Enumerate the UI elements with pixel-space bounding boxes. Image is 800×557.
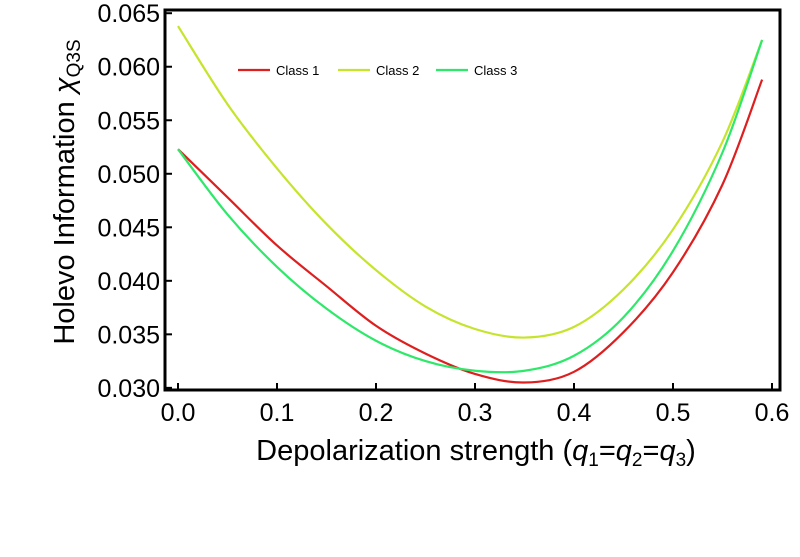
x-tick-label: 0.1 xyxy=(260,399,295,427)
legend: Class 1 Class 2 Class 3 xyxy=(238,63,517,78)
y-tick-label: 0.065 xyxy=(97,0,160,28)
series-line-class-1 xyxy=(177,79,764,384)
series-line-class-2 xyxy=(177,25,764,339)
x-axis-title: Depolarization strength (q1=q2=q3) xyxy=(256,435,696,471)
tick-group: 0.0 0.1 0.2 0.3 0.4 0.5 0.6 0.030 0.035 0.040 0.04… xyxy=(97,0,789,427)
x-tick-label: 0.5 xyxy=(656,399,691,427)
y-tick-label: 0.050 xyxy=(97,161,160,189)
y-tick-label: 0.045 xyxy=(97,214,160,242)
plot-lines xyxy=(177,25,764,384)
x-tick-label: 0.4 xyxy=(557,399,592,427)
x-tick-label: 0.2 xyxy=(359,399,394,427)
y-tick-label: 0.035 xyxy=(97,321,160,349)
y-tick-label: 0.040 xyxy=(97,268,160,296)
legend-label: Class 1 xyxy=(276,63,319,78)
plot-frame xyxy=(163,8,782,392)
y-tick-label: 0.060 xyxy=(97,54,160,82)
legend-label: Class 3 xyxy=(474,63,517,78)
y-axis-title: Holevo Information χQ3S xyxy=(49,39,85,344)
y-tick-label: 0.030 xyxy=(97,375,160,403)
x-tick-label: 0.3 xyxy=(458,399,493,427)
y-tick-label: 0.055 xyxy=(97,107,160,135)
legend-label: Class 2 xyxy=(376,63,419,78)
x-tick-label: 0.0 xyxy=(161,399,196,427)
x-tick-label: 0.6 xyxy=(755,399,790,427)
series-line-class-3 xyxy=(177,39,764,374)
